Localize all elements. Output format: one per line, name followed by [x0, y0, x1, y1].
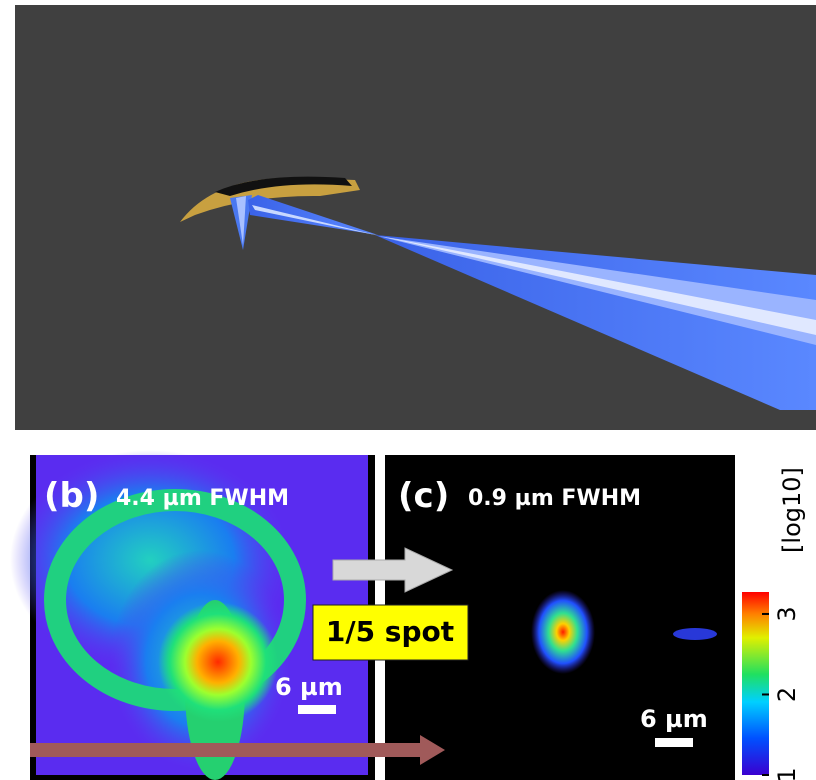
colorbar [742, 592, 769, 775]
panel-tag: (b) [44, 476, 99, 516]
scale-bar [298, 705, 336, 714]
panel-caption: 0.9 µm FWHM [468, 486, 641, 511]
colorbar-tick-label: 1 [773, 767, 801, 780]
arrow-label: 1/5 spot [326, 615, 454, 648]
panel-c-speck [673, 628, 717, 640]
scale-label: 6 µm [275, 673, 343, 701]
figure: (b) 4.4 µm FWHM 6 µm (c) 0.9 µm FWHM 6 µ… [0, 0, 816, 780]
panel-caption: 4.4 µm FWHM [116, 486, 289, 511]
colorbar-tick-label: 2 [773, 687, 801, 702]
panel-tag: (c) [398, 476, 449, 516]
colorbar-label: [log10] [778, 467, 806, 553]
panel-b-spot [158, 602, 278, 722]
colorbar-tick-label: 3 [773, 606, 801, 621]
scale-bar [655, 738, 693, 747]
scale-label: 6 µm [640, 705, 708, 733]
panel-c-spot [531, 590, 595, 674]
